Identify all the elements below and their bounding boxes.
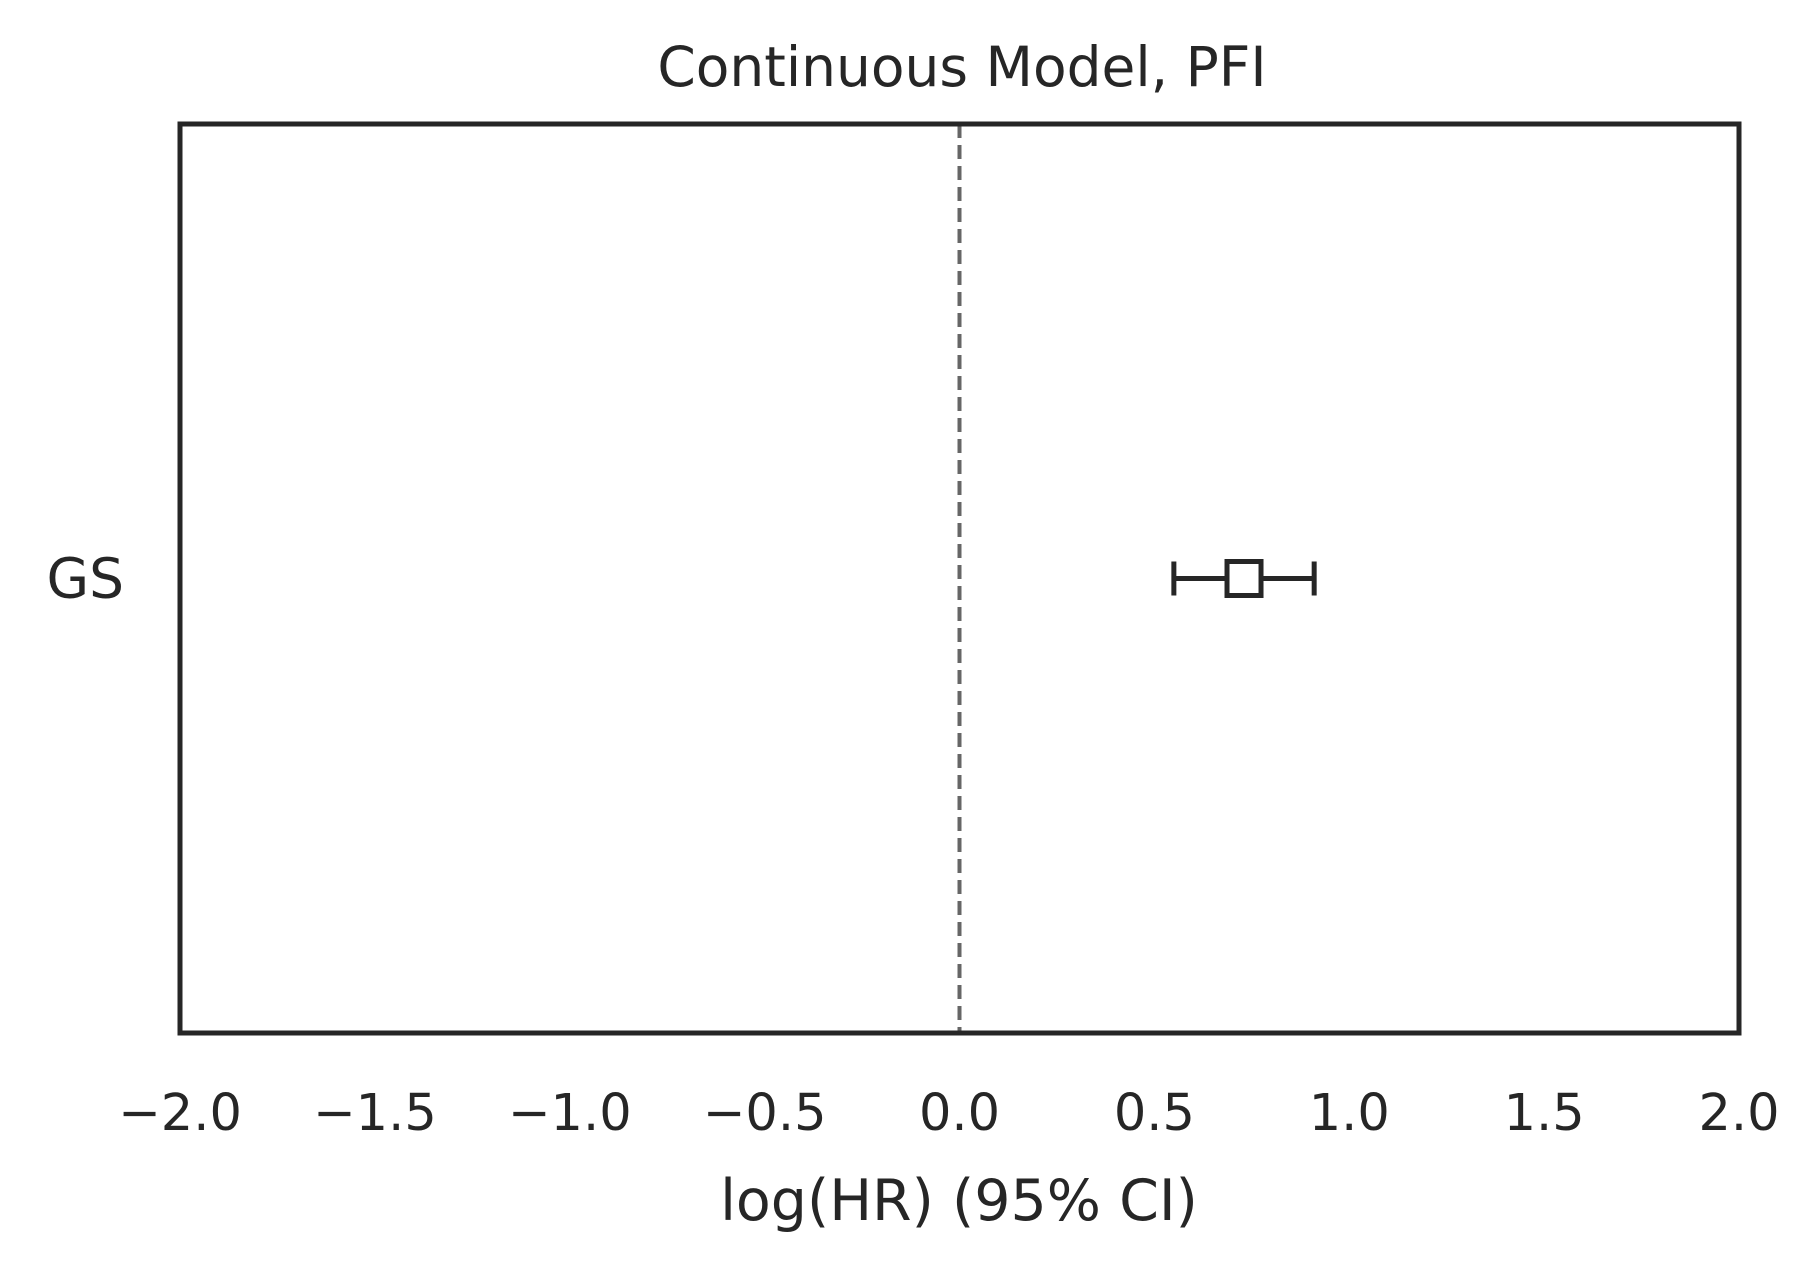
x-axis-ticks: −2.0 −1.5 −1.0 −0.5 0.0 0.5 1.0 1.5 2.0 [118,1084,1779,1143]
x-tick-label: 1.5 [1504,1084,1585,1143]
x-tick-label: 0.0 [919,1084,1000,1143]
x-tick-label: 0.5 [1114,1084,1195,1143]
plot-area [957,124,1317,1033]
x-tick-label: −1.5 [313,1084,437,1143]
plot-frame [177,121,1742,1036]
chart-title: Continuous Model, PFI [657,35,1266,99]
forest-row [1171,559,1317,598]
x-tick-label: −1.0 [508,1084,632,1143]
x-tick-label: 1.0 [1309,1084,1390,1143]
y-category-label: GS [46,547,124,611]
x-axis-label: log(HR) (95% CI) [720,1168,1198,1234]
y-axis-ticks: GS [46,547,124,611]
x-tick-label: −2.0 [118,1084,242,1143]
estimate-marker [1224,559,1264,598]
x-tick-label: −0.5 [703,1084,827,1143]
x-tick-label: 2.0 [1698,1084,1779,1143]
